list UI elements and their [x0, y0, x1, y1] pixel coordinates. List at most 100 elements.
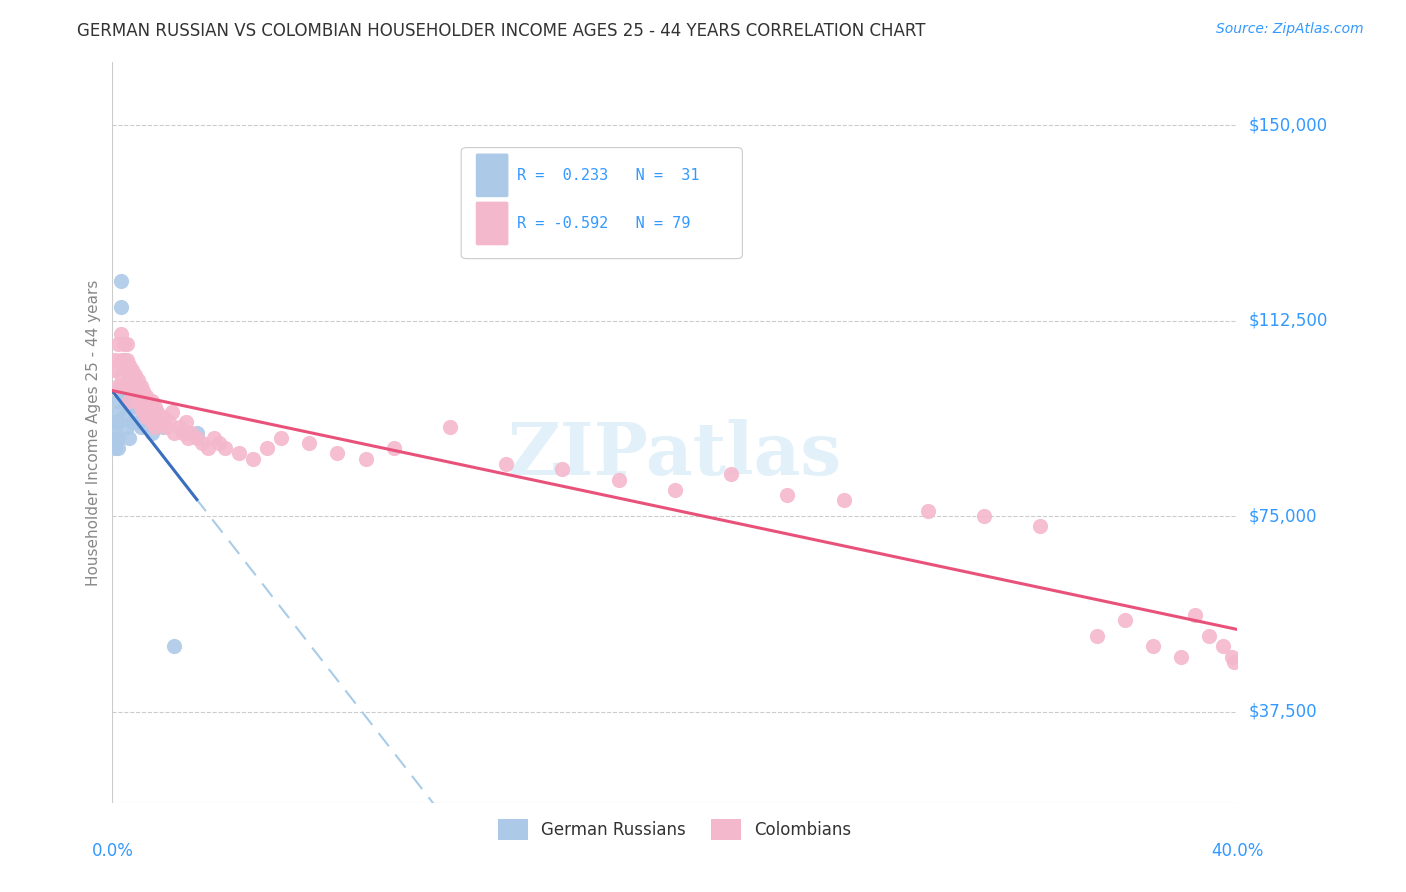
Point — [104, 425, 127, 440]
Point — [129, 400, 152, 414]
Point — [326, 446, 349, 460]
Point — [298, 436, 321, 450]
Legend: German Russians, Colombians: German Russians, Colombians — [492, 813, 858, 847]
Point — [118, 374, 141, 388]
Point — [382, 442, 405, 456]
Point — [186, 431, 208, 445]
Point — [127, 374, 149, 388]
Point — [1170, 649, 1192, 664]
Point — [118, 431, 141, 445]
Point — [112, 358, 135, 372]
Point — [1212, 640, 1234, 654]
Point — [121, 363, 143, 377]
Point — [495, 457, 517, 471]
Text: $150,000: $150,000 — [1249, 116, 1327, 134]
Text: Source: ZipAtlas.com: Source: ZipAtlas.com — [1216, 22, 1364, 37]
Point — [104, 415, 127, 429]
Text: R =  0.233   N =  31: R = 0.233 N = 31 — [517, 169, 700, 183]
Text: $37,500: $37,500 — [1249, 703, 1317, 721]
Point — [202, 431, 225, 445]
Point — [152, 409, 174, 424]
Point — [115, 337, 138, 351]
Point — [186, 425, 208, 440]
Point — [135, 389, 157, 403]
Point — [121, 384, 143, 398]
Text: R = -0.592   N = 79: R = -0.592 N = 79 — [517, 217, 690, 231]
Point — [127, 415, 149, 429]
Point — [135, 409, 157, 424]
FancyBboxPatch shape — [461, 147, 742, 259]
Point — [115, 378, 138, 392]
Point — [141, 394, 163, 409]
Point — [172, 425, 194, 440]
Point — [214, 442, 236, 456]
Point — [135, 405, 157, 419]
Point — [104, 436, 127, 450]
Point — [110, 368, 132, 383]
Point — [242, 451, 264, 466]
Text: 0.0%: 0.0% — [91, 842, 134, 860]
Point — [439, 420, 461, 434]
Point — [110, 326, 132, 341]
Point — [124, 378, 146, 392]
Point — [110, 352, 132, 367]
Point — [118, 400, 141, 414]
Point — [118, 394, 141, 409]
Point — [115, 394, 138, 409]
Point — [138, 394, 160, 409]
Point — [129, 378, 152, 392]
Text: $112,500: $112,500 — [1249, 311, 1327, 329]
Point — [127, 394, 149, 409]
Point — [1223, 655, 1246, 669]
Point — [354, 451, 377, 466]
Point — [1142, 640, 1164, 654]
Point — [112, 378, 135, 392]
Point — [152, 420, 174, 434]
Point — [270, 431, 292, 445]
Point — [121, 415, 143, 429]
Point — [141, 415, 163, 429]
Point — [163, 640, 186, 654]
Point — [776, 488, 799, 502]
Point — [180, 425, 202, 440]
Point — [107, 415, 129, 429]
Point — [110, 378, 132, 392]
Y-axis label: Householder Income Ages 25 - 44 years: Householder Income Ages 25 - 44 years — [86, 279, 101, 586]
Point — [107, 394, 129, 409]
Point — [107, 337, 129, 351]
Point — [146, 405, 169, 419]
Point — [121, 394, 143, 409]
Point — [664, 483, 686, 497]
Point — [157, 415, 180, 429]
Point — [197, 442, 219, 456]
Text: GERMAN RUSSIAN VS COLOMBIAN HOUSEHOLDER INCOME AGES 25 - 44 YEARS CORRELATION CH: GERMAN RUSSIAN VS COLOMBIAN HOUSEHOLDER … — [77, 22, 925, 40]
Point — [141, 425, 163, 440]
Point — [124, 400, 146, 414]
Point — [107, 405, 129, 419]
Point — [124, 368, 146, 383]
Text: 40.0%: 40.0% — [1211, 842, 1264, 860]
Point — [169, 420, 191, 434]
Point — [607, 473, 630, 487]
Point — [107, 442, 129, 456]
Point — [115, 352, 138, 367]
Point — [112, 409, 135, 424]
Point — [1198, 629, 1220, 643]
Point — [256, 442, 278, 456]
Point — [174, 415, 197, 429]
Point — [973, 509, 995, 524]
Point — [163, 425, 186, 440]
Point — [143, 420, 166, 434]
Point — [107, 378, 129, 392]
FancyBboxPatch shape — [475, 153, 509, 197]
Point — [112, 337, 135, 351]
Point — [155, 420, 177, 434]
Point — [132, 405, 155, 419]
Point — [1029, 519, 1052, 533]
Point — [124, 389, 146, 403]
Point — [1220, 649, 1243, 664]
Point — [115, 363, 138, 377]
Point — [228, 446, 250, 460]
Point — [112, 352, 135, 367]
Point — [112, 389, 135, 403]
